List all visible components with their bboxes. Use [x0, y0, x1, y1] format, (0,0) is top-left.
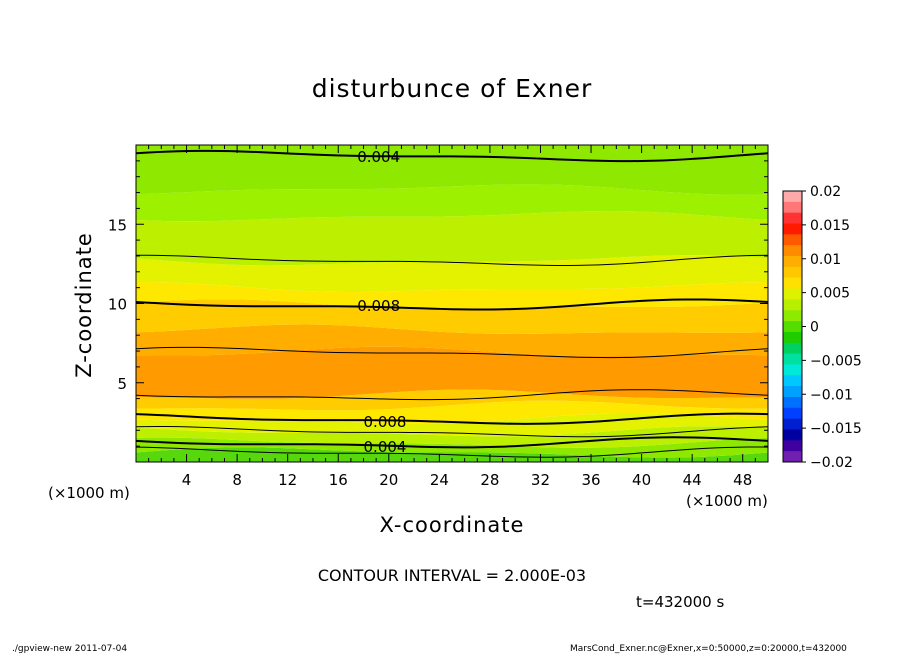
colorbar-swatch	[783, 191, 802, 203]
contour-lines	[135, 149, 769, 458]
y-axis-ticks: 5 10 15	[108, 160, 768, 447]
colorbar-label: −0.02	[810, 455, 853, 471]
colorbar-swatch	[783, 201, 802, 214]
contour-interval-text: CONTOUR INTERVAL = 2.000E-03	[317, 566, 587, 585]
colorbar-swatch	[783, 310, 802, 322]
footer-program-date: ./gpview-new 2011-07-04	[12, 644, 128, 654]
colorbar-swatch	[783, 342, 802, 355]
x-tick-label: 40	[632, 471, 651, 489]
colorbar-swatch	[783, 396, 802, 409]
x-tick-label: 24	[430, 471, 449, 489]
y-tick-label: 10	[108, 296, 127, 314]
contour-band	[136, 184, 768, 222]
colorbar-swatch	[783, 212, 802, 225]
colorbar-swatch	[783, 407, 802, 420]
x-axis-label: X-coordinate	[379, 513, 525, 537]
colorbar-swatch	[783, 223, 802, 235]
colorbar-swatch	[783, 234, 802, 246]
x-tick-label: 36	[581, 471, 600, 489]
colorbar-swatch	[783, 386, 802, 398]
contour-line	[135, 389, 769, 401]
colorbar-label: 0.015	[810, 218, 850, 234]
x-tick-label: 16	[329, 471, 348, 489]
colorbar-label: 0	[810, 320, 819, 336]
x-unit-label-right: (×1000 m)	[686, 492, 768, 510]
contour-labels: 0.004 0.008 0.008 0.004	[357, 148, 407, 456]
colorbar-swatch	[783, 321, 802, 333]
contour-band	[136, 346, 768, 399]
contour-label: 0.004	[357, 148, 400, 166]
filled-contour-bands	[136, 145, 768, 462]
colorbar-label: 0.01	[810, 252, 841, 268]
colorbar: 0.02 0.015 0.01 0.005 0 −0.005 −0.01 −0.015 −0.0…	[782, 184, 862, 471]
colorbar-label: 0.005	[810, 286, 850, 302]
contour-line	[135, 149, 769, 163]
contour-line	[135, 254, 769, 266]
contour-label: 0.008	[364, 413, 407, 431]
contour-band	[136, 400, 768, 424]
contour-band	[136, 413, 768, 437]
colorbar-swatch	[783, 418, 802, 430]
colorbar-label: −0.005	[810, 353, 862, 369]
contour-line	[135, 436, 769, 449]
colorbar-swatch	[783, 364, 802, 376]
y-tick-label: 15	[108, 216, 127, 234]
chart-title: disturbunce of Exner	[311, 74, 593, 103]
contour-band	[136, 389, 768, 411]
x-tick-label: 32	[531, 471, 550, 489]
x-tick-label: 8	[232, 471, 242, 489]
contour-band	[136, 426, 768, 448]
colorbar-swatch	[783, 245, 802, 257]
colorbar-swatch	[783, 288, 802, 300]
colorbar-swatch	[783, 256, 802, 268]
colorbar-label: 0.02	[810, 184, 841, 200]
colorbar-label: −0.015	[810, 421, 862, 437]
x-tick-label: 20	[379, 471, 398, 489]
y-tick-label: 5	[117, 375, 127, 393]
x-tick-label: 28	[480, 471, 499, 489]
contour-label: 0.004	[364, 438, 407, 456]
x-tick-label: 48	[733, 471, 752, 489]
colorbar-label: −0.01	[810, 387, 853, 403]
colorbar-swatch	[783, 375, 802, 387]
colorbar-swatch	[783, 266, 802, 279]
contour-band	[136, 145, 768, 195]
x-tick-label: 44	[683, 471, 702, 489]
colorbar-swatch	[783, 277, 802, 290]
colorbar-swatch	[783, 331, 802, 344]
contour-line	[135, 412, 769, 425]
x-axis-ticks: 4 8 12 16 20 24 28 32 36 40 44 48	[148, 145, 756, 489]
colorbar-swatch	[783, 440, 802, 452]
contour-band	[136, 211, 768, 266]
colorbar-swatch	[783, 299, 802, 311]
colorbar-swatch	[783, 353, 802, 365]
contour-line	[135, 446, 769, 458]
colorbar-swatch	[783, 451, 802, 463]
time-label: t=432000 s	[636, 593, 725, 611]
x-unit-label-left: (×1000 m)	[48, 484, 130, 502]
x-tick-label: 4	[182, 471, 192, 489]
contour-line	[135, 298, 769, 311]
contour-label: 0.008	[357, 297, 400, 315]
x-tick-label: 12	[278, 471, 297, 489]
footer-data-source: MarsCond_Exner.nc@Exner,x=0:50000,z=0:20…	[570, 644, 847, 654]
contour-band	[136, 299, 768, 334]
contour-band	[136, 324, 768, 356]
contour-line	[135, 425, 769, 438]
contour-line	[135, 346, 769, 359]
colorbar-swatch	[783, 429, 802, 441]
